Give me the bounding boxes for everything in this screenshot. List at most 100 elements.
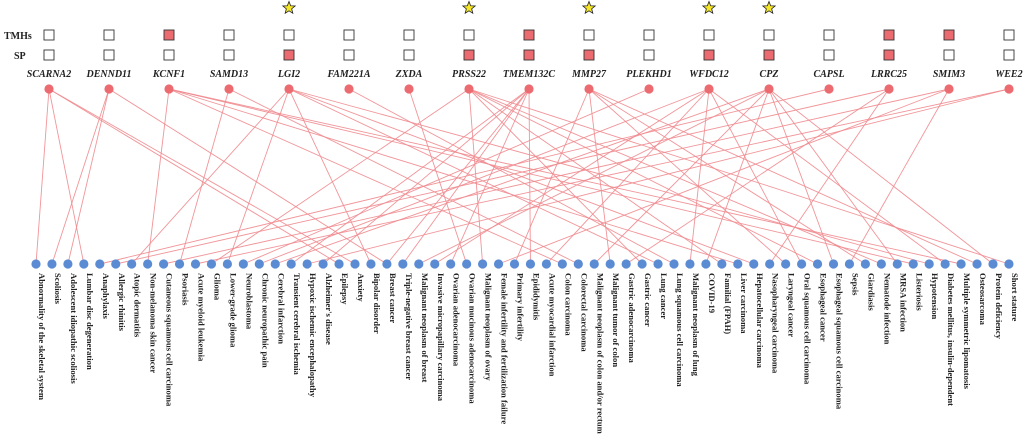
disease-label-chronic-neuropathic-pain: Chronic neuropathic pain (260, 273, 270, 368)
disease-label-acute-myeloid-leukemia: Acute myeloid leukemia (197, 273, 207, 362)
disease-node-lung-cancer (653, 259, 663, 269)
disease-label-transient-cerebral-ischemia: Transient cerebral ischemia (292, 273, 302, 376)
disease-node-abnormality-of-the-skeletal-system (31, 259, 41, 269)
disease-label-non-melanoma-skin-cancer: Non-melanoma skin cancer (149, 273, 159, 373)
sp-box-samd13 (223, 49, 235, 61)
gene-label-cpz: CPZ (760, 69, 779, 80)
disease-node-non-melanoma-skin-cancer (143, 259, 153, 269)
tmh-box-cpz (763, 29, 775, 41)
star-layer (281, 0, 777, 15)
disease-node-hypotension (924, 259, 934, 269)
edge-scarna2-lumbar-disc-degeneration (48, 88, 85, 265)
edge-lgi2-atopic-dermatitis (131, 88, 290, 265)
disease-label-triple-negative-breast-cancer: Triple-negative breast cancer (404, 273, 414, 380)
gene-node-dennd11 (104, 84, 114, 94)
disease-node-lumbar-disc-degeneration (79, 259, 89, 269)
edge-wfdc12-invasive-micropapillary-carcinoma (434, 88, 710, 265)
disease-label-diabetes-mellitus-insulin-dependent: Diabetes mellitus, insulin-dependent (946, 273, 956, 406)
disease-label-ovarian-adenocarcinoma: Ovarian adenocarcinoma (452, 273, 462, 367)
sp-box-scarna2 (43, 49, 55, 61)
gene-label-scarna2: SCARNA2 (27, 69, 71, 80)
sp-box-plekhd1 (643, 49, 655, 61)
disease-label-hypotension: Hypotension (930, 273, 940, 320)
edge-fam221a-lung-squamous-cell-carcinoma (348, 88, 675, 265)
tmh-box-tmem132c (523, 29, 535, 41)
disease-label-colon-carcinoma: Colon carcinoma (563, 273, 573, 336)
disease-node-cutaneous-squamous-cell-carcinoma (159, 259, 169, 269)
disease-label-malignant-neoplasm-of-ovary: Malignant neoplasm of ovary (484, 273, 494, 381)
edge-tmem132c-ovarian-adenocarcinoma (450, 88, 530, 265)
disease-label-anxiety: Anxiety (356, 273, 366, 302)
disease-node-nasopharyngeal-carcinoma (765, 259, 775, 269)
gene-label-lrrc25: LRRC25 (870, 69, 907, 80)
gene-label-kcnf1: KCNF1 (152, 69, 185, 80)
tmh-box-smim3 (943, 29, 955, 41)
edge-samd13-psoriasis (179, 88, 230, 265)
edge-dennd11-adolescent-idiopathic-scoliosis (67, 88, 110, 265)
disease-label-malignant-neoplasm-of-breast: Malignant neoplasm of breast (420, 273, 430, 383)
disease-label-adolescent-idiopathic-scoliosis: Adolescent idiopathic scoliosis (69, 273, 79, 384)
disease-label-oral-squamous-cell-carcinoma: Oral squamous cell carcinoma (803, 273, 813, 385)
gene-label-samd13: SAMD13 (210, 69, 248, 80)
disease-node-protein-deficiency (988, 259, 998, 269)
gene-label-mmp27: MMP27 (571, 69, 607, 80)
tmh-box-wfdc12 (703, 29, 715, 41)
disease-node-bipolar-disorder (366, 259, 376, 269)
sp-box-mmp27 (583, 49, 595, 61)
tmh-box-fam221a (343, 29, 355, 41)
disease-node-allergic-rhinitis (111, 259, 121, 269)
edge-tmem132c-epididymitis (528, 88, 531, 265)
edge-wfdc12-chronic-neuropathic-pain (259, 88, 710, 265)
box-layer (43, 29, 1015, 61)
disease-node-lower-grade-glioma (222, 259, 232, 269)
disease-node-covid-19 (701, 259, 711, 269)
disease-node-diabetes-mellitus-insulin-dependent (940, 259, 950, 269)
disease-node-chronic-neuropathic-pain (254, 259, 264, 269)
tmh-box-plekhd1 (643, 29, 655, 41)
disease-node-scoliosis (47, 259, 57, 269)
edge-cpz-protein-deficiency (768, 88, 994, 265)
edge-prss22-nematode-infection (468, 88, 882, 265)
disease-node-liver-carcinoma (733, 259, 743, 269)
gene-label-smim3: SMIM3 (933, 69, 965, 80)
star-icon-mmp27 (581, 0, 597, 15)
disease-label-ovarian-mucinous-adenocarcinoma: Ovarian mucinous adenocarcinoma (468, 273, 478, 404)
gene-node-lgi2 (284, 84, 294, 94)
disease-node-cerebral-infarction (270, 259, 280, 269)
disease-node-mrsa-infection (892, 259, 902, 269)
edge-wfdc12-diabetes-mellitus-insulin-dependent (708, 88, 946, 265)
gene-node-capsl (824, 84, 834, 94)
gene-node-wee2 (1004, 84, 1014, 94)
edge-layer (35, 88, 1010, 265)
disease-node-colorectal-carcinoma (573, 259, 583, 269)
disease-node-epilepsy (334, 259, 344, 269)
edge-lrrc25-gastric-adenocarcinoma (625, 88, 890, 265)
disease-label-covid-19: COVID-19 (707, 273, 717, 313)
gene-node-cpz (764, 84, 774, 94)
sp-box-capsl (823, 49, 835, 61)
edge-cpz-malignant-neoplasm-of-breast (418, 88, 770, 265)
disease-label-invasive-micropapillary-carcinoma: Invasive micropapillary carcinoma (436, 273, 446, 402)
disease-node-atopic-dermatitis (127, 259, 137, 269)
disease-node-hepatocellular-carcinoma (749, 259, 759, 269)
gene-node-zxda (404, 84, 414, 94)
edge-cpz-covid-19 (705, 88, 770, 265)
disease-node-esophageal-squamous-cell-carcinoma (828, 259, 839, 269)
tmh-box-wee2 (1003, 29, 1015, 41)
disease-node-esophageal-cancer (812, 259, 823, 269)
tmh-box-lgi2 (283, 29, 295, 41)
disease-label-cerebral-infarction: Cerebral infarction (276, 273, 286, 344)
disease-label-acute-myocardial-infarction: Acute myocardial infarction (547, 273, 557, 377)
disease-label-gastric-cancer: Gastric cancer (643, 273, 653, 327)
disease-label-epididymitis: Epididymitis (531, 273, 541, 321)
disease-label-anaphylaxis: Anaphylaxis (101, 273, 111, 320)
sp-box-tmem132c (523, 49, 535, 61)
gene-node-scarna2 (44, 84, 54, 94)
disease-node-gastric-adenocarcinoma (621, 259, 631, 269)
disease-node-nematode-infection (876, 259, 886, 269)
disease-node-primary-infertility (509, 259, 520, 269)
edge-mmp27-primary-infertility (514, 88, 590, 265)
edge-tmem132c-alzheimer-s-disease (322, 88, 530, 265)
star-icon-prss22 (461, 0, 477, 15)
